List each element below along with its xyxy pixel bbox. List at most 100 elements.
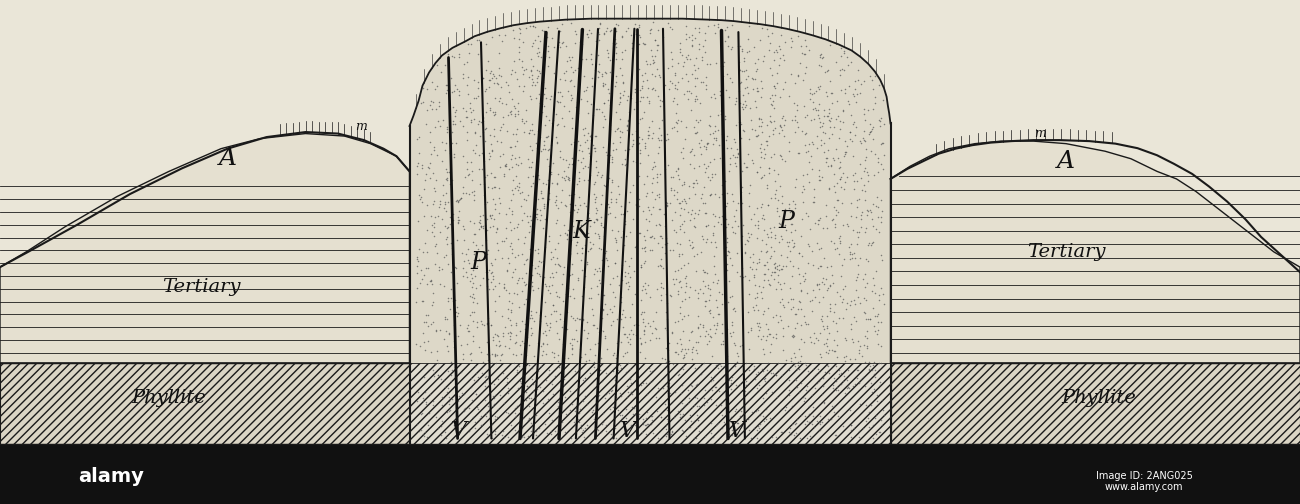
Point — [673, 217, 694, 225]
Point — [426, 240, 447, 248]
Point — [740, 104, 760, 112]
Point — [564, 201, 585, 209]
Point — [523, 179, 543, 187]
Point — [525, 426, 546, 434]
Point — [774, 205, 794, 213]
Point — [621, 300, 642, 308]
Point — [729, 66, 750, 74]
Point — [760, 254, 781, 262]
Point — [854, 270, 875, 278]
Point — [759, 164, 780, 172]
Point — [706, 303, 727, 311]
Point — [772, 125, 793, 134]
Point — [829, 236, 850, 244]
Point — [823, 215, 844, 223]
Point — [611, 292, 632, 300]
Point — [422, 366, 443, 374]
Point — [554, 176, 575, 184]
Point — [537, 340, 558, 348]
Point — [620, 374, 641, 382]
Point — [500, 70, 521, 78]
Point — [420, 159, 441, 167]
Point — [559, 292, 580, 300]
Point — [469, 212, 490, 220]
Point — [857, 334, 878, 342]
Point — [437, 232, 458, 240]
Point — [611, 261, 632, 269]
Point — [519, 130, 540, 138]
Point — [452, 74, 473, 82]
Point — [588, 30, 608, 38]
Point — [517, 416, 538, 424]
Point — [563, 418, 584, 426]
Point — [764, 247, 785, 256]
Point — [826, 430, 846, 438]
Point — [588, 105, 608, 113]
Point — [482, 420, 503, 428]
Point — [571, 158, 592, 166]
Point — [577, 319, 598, 327]
Point — [664, 280, 685, 288]
Point — [816, 342, 837, 350]
Point — [512, 187, 533, 196]
Point — [701, 190, 722, 198]
Point — [538, 161, 559, 169]
Point — [837, 366, 858, 374]
Point — [749, 258, 770, 266]
Point — [789, 249, 810, 257]
Point — [437, 366, 458, 374]
Point — [749, 381, 770, 389]
Point — [658, 406, 679, 414]
Point — [823, 336, 844, 344]
Point — [744, 126, 764, 134]
Point — [658, 417, 679, 425]
Point — [757, 333, 777, 341]
Point — [445, 363, 465, 371]
Point — [711, 110, 732, 118]
Point — [844, 355, 865, 363]
Point — [837, 142, 858, 150]
Point — [854, 187, 875, 196]
Point — [823, 279, 844, 287]
Point — [552, 264, 573, 272]
Point — [615, 217, 636, 225]
Point — [568, 433, 589, 441]
Point — [640, 367, 660, 375]
Point — [789, 345, 810, 353]
Point — [637, 408, 658, 416]
Point — [445, 81, 465, 89]
Point — [537, 146, 558, 154]
Point — [699, 307, 720, 315]
Point — [749, 256, 770, 264]
Point — [770, 122, 790, 130]
Point — [755, 405, 776, 413]
Point — [610, 315, 630, 323]
Point — [784, 349, 805, 357]
Point — [862, 304, 883, 312]
Point — [633, 232, 654, 240]
Point — [662, 80, 683, 88]
Point — [546, 133, 567, 141]
Point — [550, 199, 571, 207]
Text: Tertiary: Tertiary — [162, 278, 240, 296]
Point — [707, 364, 728, 372]
Point — [627, 249, 647, 257]
Point — [528, 366, 549, 374]
Point — [494, 342, 515, 350]
Point — [521, 76, 542, 84]
Point — [789, 434, 810, 443]
Point — [416, 120, 437, 128]
Point — [836, 172, 857, 180]
Point — [864, 150, 885, 158]
Point — [464, 293, 485, 301]
Point — [788, 361, 809, 369]
Point — [864, 72, 885, 80]
Point — [747, 55, 768, 64]
Point — [436, 201, 456, 209]
Point — [689, 28, 710, 36]
Point — [467, 262, 488, 270]
Point — [485, 350, 506, 358]
Point — [612, 48, 633, 56]
Point — [870, 117, 891, 125]
Point — [677, 259, 698, 267]
